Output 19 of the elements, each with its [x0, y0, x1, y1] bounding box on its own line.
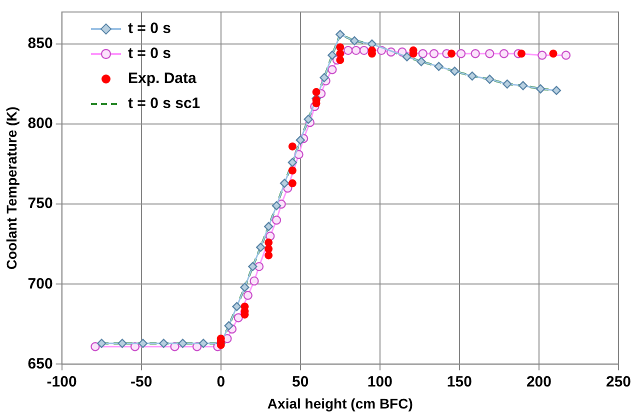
x-tick-label: -100 — [46, 373, 77, 390]
legend-label: t = 0 s — [128, 45, 171, 62]
y-tick-label: 850 — [28, 35, 53, 52]
x-tick-label: 0 — [216, 373, 226, 390]
x-tick-label: 250 — [606, 373, 631, 390]
legend-label: t = 0 s sc1 — [128, 95, 200, 112]
legend-label: t = 0 s — [128, 20, 171, 37]
y-tick-label: 800 — [28, 115, 53, 132]
y-tick-label: 700 — [28, 275, 53, 292]
x-tick-label: 100 — [367, 373, 392, 390]
x-tick-label: 50 — [292, 373, 309, 390]
x-tick-label: 150 — [446, 373, 472, 390]
x-axis-title: Axial height (cm BFC) — [267, 395, 413, 412]
y-tick-label: 750 — [28, 195, 53, 212]
legend-label: Exp. Data — [128, 70, 196, 87]
x-tick-label: 200 — [526, 373, 552, 390]
y-axis-title: Coolant Temperature (K) — [3, 106, 20, 270]
x-tick-label: -50 — [130, 373, 152, 390]
y-tick-label: 650 — [28, 355, 53, 372]
